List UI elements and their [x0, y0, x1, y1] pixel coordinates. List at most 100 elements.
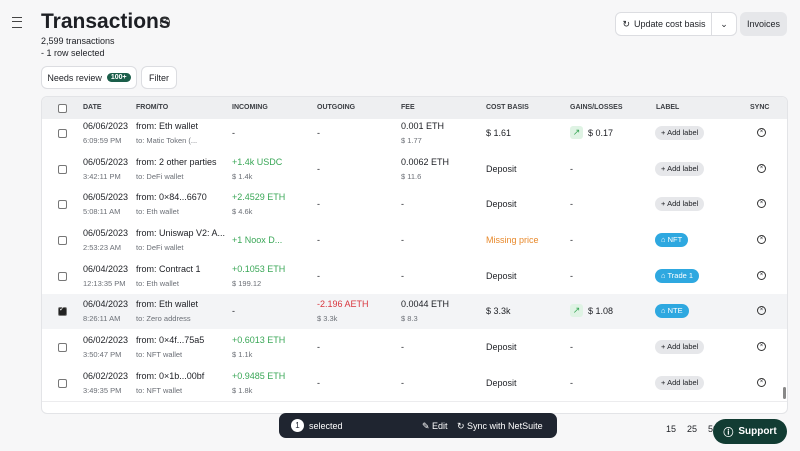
- label-pill[interactable]: ⌂ NTE: [655, 304, 689, 319]
- sync-icon[interactable]: ×: [757, 306, 766, 316]
- column-header: FROM/TO: [136, 104, 169, 111]
- label-pill[interactable]: + Add label: [655, 197, 705, 212]
- label-pill[interactable]: + Add label: [655, 375, 705, 390]
- sync-icon[interactable]: ×: [757, 235, 766, 245]
- label-icon: ⌂: [661, 270, 668, 280]
- sync-icon[interactable]: ×: [757, 163, 766, 173]
- incoming-sub: $ 1.8k: [232, 385, 253, 395]
- date-sub: 5:08:11 AM: [83, 207, 121, 217]
- fee-sub: $ 8.3: [401, 314, 418, 324]
- incoming: +0.1053 ETH: [232, 263, 286, 274]
- cost-basis: Deposit: [486, 342, 517, 353]
- label-icon: +: [661, 163, 668, 173]
- count: 2,599 transactions: [41, 36, 115, 46]
- cost-basis: Missing price: [486, 235, 539, 246]
- filter-button[interactable]: Filter: [141, 66, 177, 89]
- from-sub: to: Eth wallet: [136, 278, 179, 288]
- edit-label: Edit: [432, 421, 448, 431]
- date: 06/04/2023: [83, 299, 129, 310]
- row-checkbox[interactable]: [58, 129, 67, 138]
- incoming-sub: $ 1.1k: [232, 350, 253, 360]
- page-size[interactable]: 15: [666, 424, 677, 434]
- gains: $ 0.17: [588, 128, 614, 138]
- update-cost-basis[interactable]: ↻ Update cost basis: [615, 12, 713, 36]
- incoming: -: [232, 306, 235, 317]
- sync-icon[interactable]: ×: [757, 342, 766, 352]
- incoming-sub: $ 1.4k: [232, 171, 253, 181]
- table-row[interactable]: 06/05/2023 2:53:23 AM from: Uniswap V2: A.…: [42, 222, 787, 259]
- gains: -: [570, 163, 573, 174]
- row-checkbox[interactable]: [58, 271, 67, 281]
- cost-basis: $ 3.3k: [486, 306, 511, 317]
- table-row[interactable]: 06/02/2023 3:49:35 PM from: 0×1b...00bf to:…: [42, 365, 787, 402]
- incoming: -: [232, 128, 235, 138]
- gains: -: [570, 270, 573, 281]
- fee: 0.001 ETH: [401, 121, 445, 131]
- table-row[interactable]: 06/05/2023 5:08:11 AM from: 0×84...6670 to:…: [42, 186, 787, 224]
- invoices-button[interactable]: Invoices: [740, 12, 787, 36]
- label-pill[interactable]: ⌂ NFT: [655, 233, 689, 248]
- cost-basis: Deposit: [486, 377, 517, 388]
- row-checkbox[interactable]: [58, 307, 67, 317]
- date-sub: 3:42:11 PM: [83, 171, 121, 181]
- header-checkbox: [58, 104, 67, 113]
- column-header: DATE: [83, 104, 102, 111]
- gains: -: [570, 199, 573, 210]
- support-button[interactable]: ⓘ Support: [713, 419, 787, 444]
- edit-button[interactable]: ✎ Edit: [422, 421, 448, 431]
- update-dropdown[interactable]: ⌄: [711, 12, 737, 36]
- table-row[interactable]: 06/05/2023 3:42:11 PM from: 2 other partie…: [42, 150, 787, 188]
- fee: -: [401, 235, 404, 246]
- sync-button[interactable]: ↻ Sync with NetSuite: [457, 421, 543, 431]
- date: 06/04/2023: [83, 263, 129, 274]
- row-checkbox[interactable]: [58, 200, 67, 210]
- cost-basis: Deposit: [486, 270, 517, 281]
- sync-icon[interactable]: ×: [757, 270, 766, 280]
- column-header: OUTGOING: [317, 104, 356, 111]
- check-mark: ✓: [59, 306, 65, 314]
- selection-bar: 1 selected ✎ Edit ↻ Sync with NetSuite: [279, 413, 557, 438]
- sync-icon[interactable]: ×: [757, 199, 766, 209]
- page-size[interactable]: 25: [687, 424, 698, 434]
- from: from: Contract 1: [136, 263, 201, 274]
- table-row[interactable]: ✓ 06/04/2023 8:26:11 AM from: Eth wallet to:…: [42, 293, 787, 331]
- cost-basis: $ 1.61: [486, 128, 512, 138]
- label-pill[interactable]: ⌂ Trade 1: [655, 268, 700, 283]
- support-label: Support: [738, 426, 777, 437]
- gains: -: [570, 377, 573, 388]
- selection-info: - 1 row selected: [41, 48, 105, 58]
- sync-label: Sync with NetSuite: [467, 421, 543, 431]
- table-row[interactable]: 06/06/2023 6:09:59 PM from: Eth wallet to: …: [42, 119, 787, 152]
- fee: 0.0062 ETH: [401, 156, 450, 167]
- outgoing-sub: $ 3.3k: [317, 314, 338, 324]
- label-icon: +: [661, 199, 668, 209]
- date-sub: 6:09:59 PM: [83, 136, 122, 145]
- row-checkbox[interactable]: [58, 164, 67, 174]
- from: from: 0×4f...75a5: [136, 335, 205, 346]
- table-body: 6:11:11 PMto: 2 other parties$ 1.8k$ 1.8…: [42, 119, 787, 413]
- needs-review-button[interactable]: Needs review 100+: [41, 66, 137, 89]
- from-sub: to: NFT wallet: [136, 350, 183, 360]
- row-checkbox[interactable]: [58, 378, 67, 388]
- table-row[interactable]: 06/02/2023 3:50:47 PM from: 0×4f...75a5 to:…: [42, 329, 787, 367]
- date-sub: 3:49:35 PM: [83, 385, 122, 395]
- column-header: SYNC: [750, 104, 770, 111]
- menu-icon[interactable]: [12, 17, 22, 28]
- label-icon: ⌂: [661, 306, 668, 316]
- row-checkbox[interactable]: [58, 343, 67, 353]
- outgoing: -: [317, 128, 320, 138]
- selected-text: selected: [309, 421, 343, 431]
- sync-icon[interactable]: ×: [757, 377, 766, 387]
- fee: -: [401, 199, 404, 210]
- incoming: +0.9485 ETH: [232, 370, 286, 381]
- label-text: Trade 1: [667, 270, 694, 280]
- table-row[interactable]: 06/04/2023 12:13:35 PM from: Contract 1 to:…: [42, 257, 787, 295]
- label-pill[interactable]: + Add label: [655, 161, 705, 176]
- help-icon[interactable]: ?: [160, 17, 170, 27]
- fee: -: [401, 377, 404, 388]
- label-pill[interactable]: + Add label: [655, 126, 705, 140]
- sync-icon[interactable]: ×: [757, 128, 766, 137]
- label-pill[interactable]: + Add label: [655, 340, 705, 355]
- cost-basis: Deposit: [486, 199, 517, 210]
- row-checkbox[interactable]: [58, 236, 67, 246]
